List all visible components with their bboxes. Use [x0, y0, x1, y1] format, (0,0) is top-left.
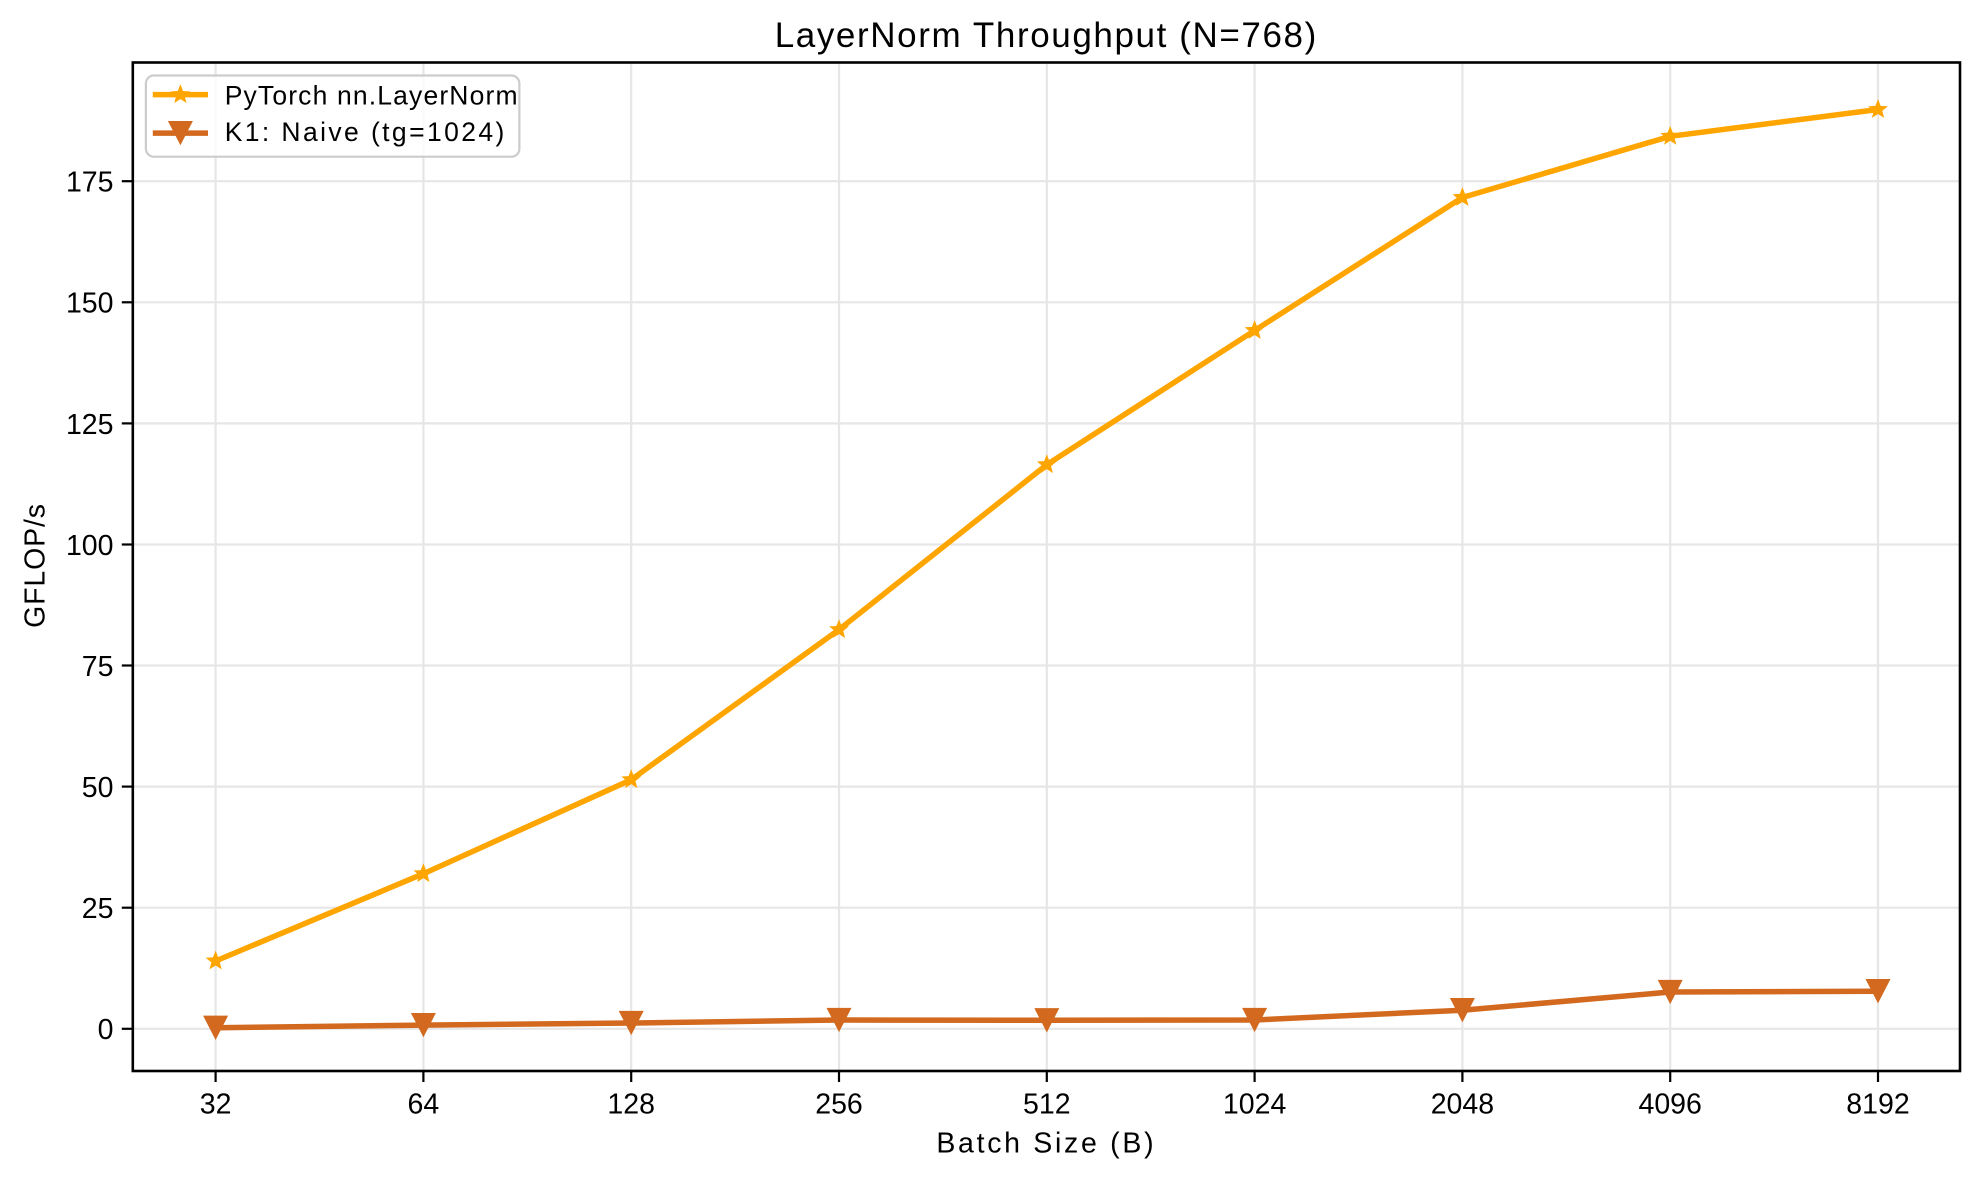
- svg-text:75: 75: [82, 651, 114, 683]
- svg-text:4096: 4096: [1638, 1089, 1701, 1121]
- svg-text:256: 256: [815, 1089, 863, 1121]
- svg-text:GFLOP/s: GFLOP/s: [20, 503, 52, 628]
- svg-text:1024: 1024: [1223, 1089, 1287, 1121]
- svg-text:PyTorch nn.LayerNorm: PyTorch nn.LayerNorm: [225, 81, 519, 111]
- svg-text:32: 32: [200, 1089, 232, 1121]
- svg-text:125: 125: [66, 409, 114, 441]
- svg-text:175: 175: [66, 167, 114, 199]
- svg-text:LayerNorm Throughput (N=768): LayerNorm Throughput (N=768): [775, 16, 1318, 55]
- svg-text:K1: Naive (tg=1024): K1: Naive (tg=1024): [225, 117, 507, 147]
- svg-text:2048: 2048: [1431, 1089, 1494, 1121]
- svg-text:128: 128: [607, 1089, 655, 1121]
- svg-text:8192: 8192: [1846, 1089, 1909, 1121]
- svg-text:50: 50: [82, 772, 114, 804]
- svg-text:100: 100: [66, 530, 114, 562]
- svg-text:64: 64: [408, 1089, 440, 1121]
- svg-text:Batch Size (B): Batch Size (B): [936, 1128, 1156, 1160]
- svg-text:25: 25: [82, 893, 114, 925]
- svg-text:512: 512: [1023, 1089, 1071, 1121]
- svg-text:150: 150: [66, 288, 114, 320]
- svg-text:0: 0: [98, 1014, 114, 1046]
